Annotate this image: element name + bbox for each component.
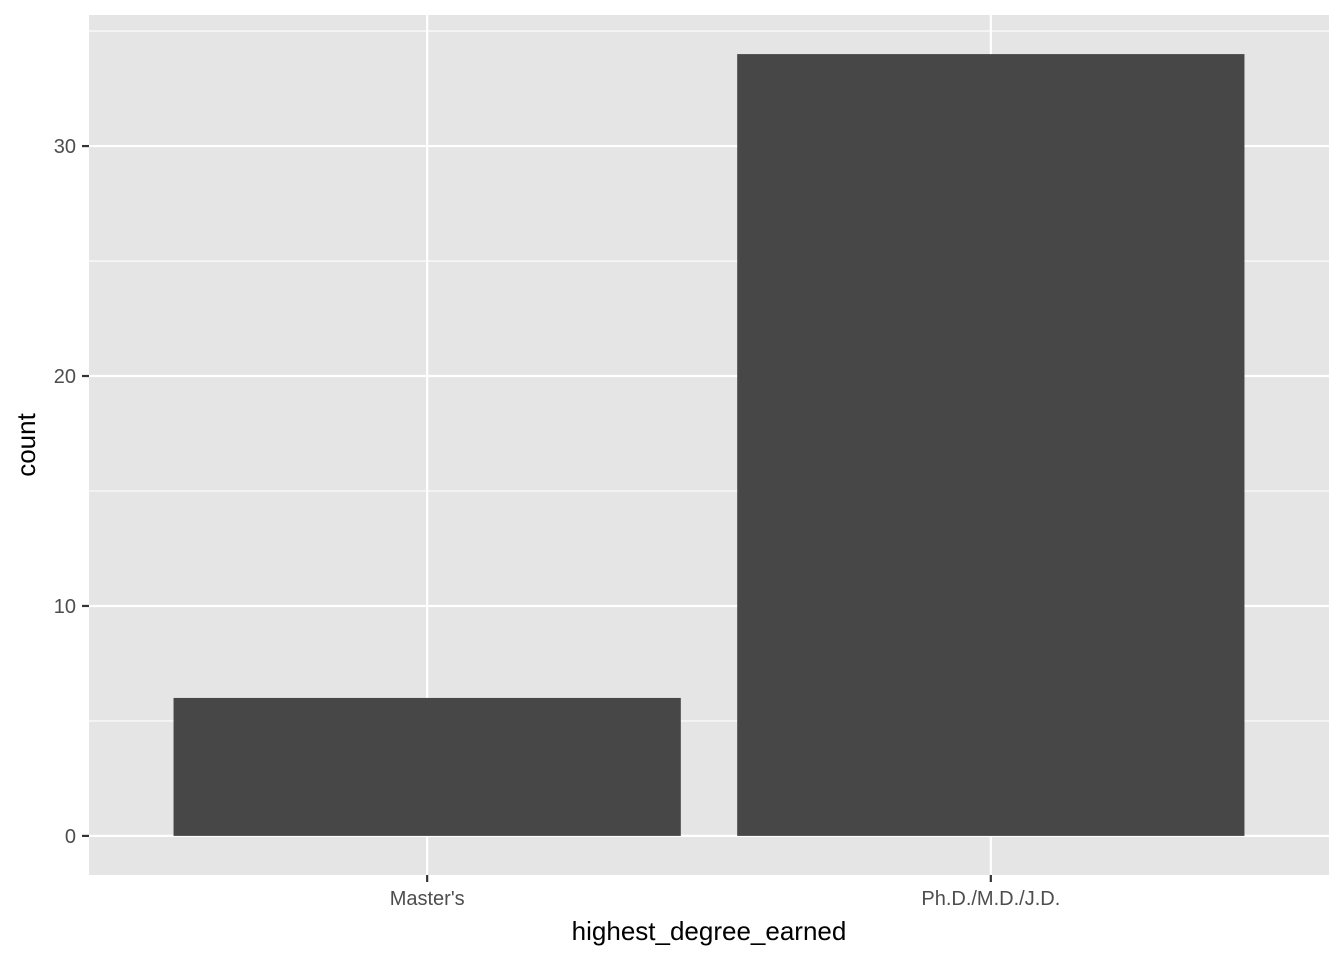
y-axis: 0 10 20 30 — [54, 136, 89, 848]
bar — [173, 697, 681, 836]
bar-series — [173, 54, 1245, 836]
y-tick-label: 20 — [54, 366, 76, 388]
x-axis: Master's Ph.D./M.D./J.D. — [390, 875, 1060, 910]
x-axis-title: highest_degree_earned — [572, 916, 847, 946]
x-tick-label: Ph.D./M.D./J.D. — [921, 888, 1060, 910]
y-axis-title: count — [11, 412, 41, 476]
bar — [737, 54, 1245, 836]
x-tick-label: Master's — [390, 888, 465, 910]
y-tick-label: 30 — [54, 136, 76, 158]
y-tick-label: 0 — [65, 826, 76, 848]
y-tick-label: 10 — [54, 596, 76, 618]
